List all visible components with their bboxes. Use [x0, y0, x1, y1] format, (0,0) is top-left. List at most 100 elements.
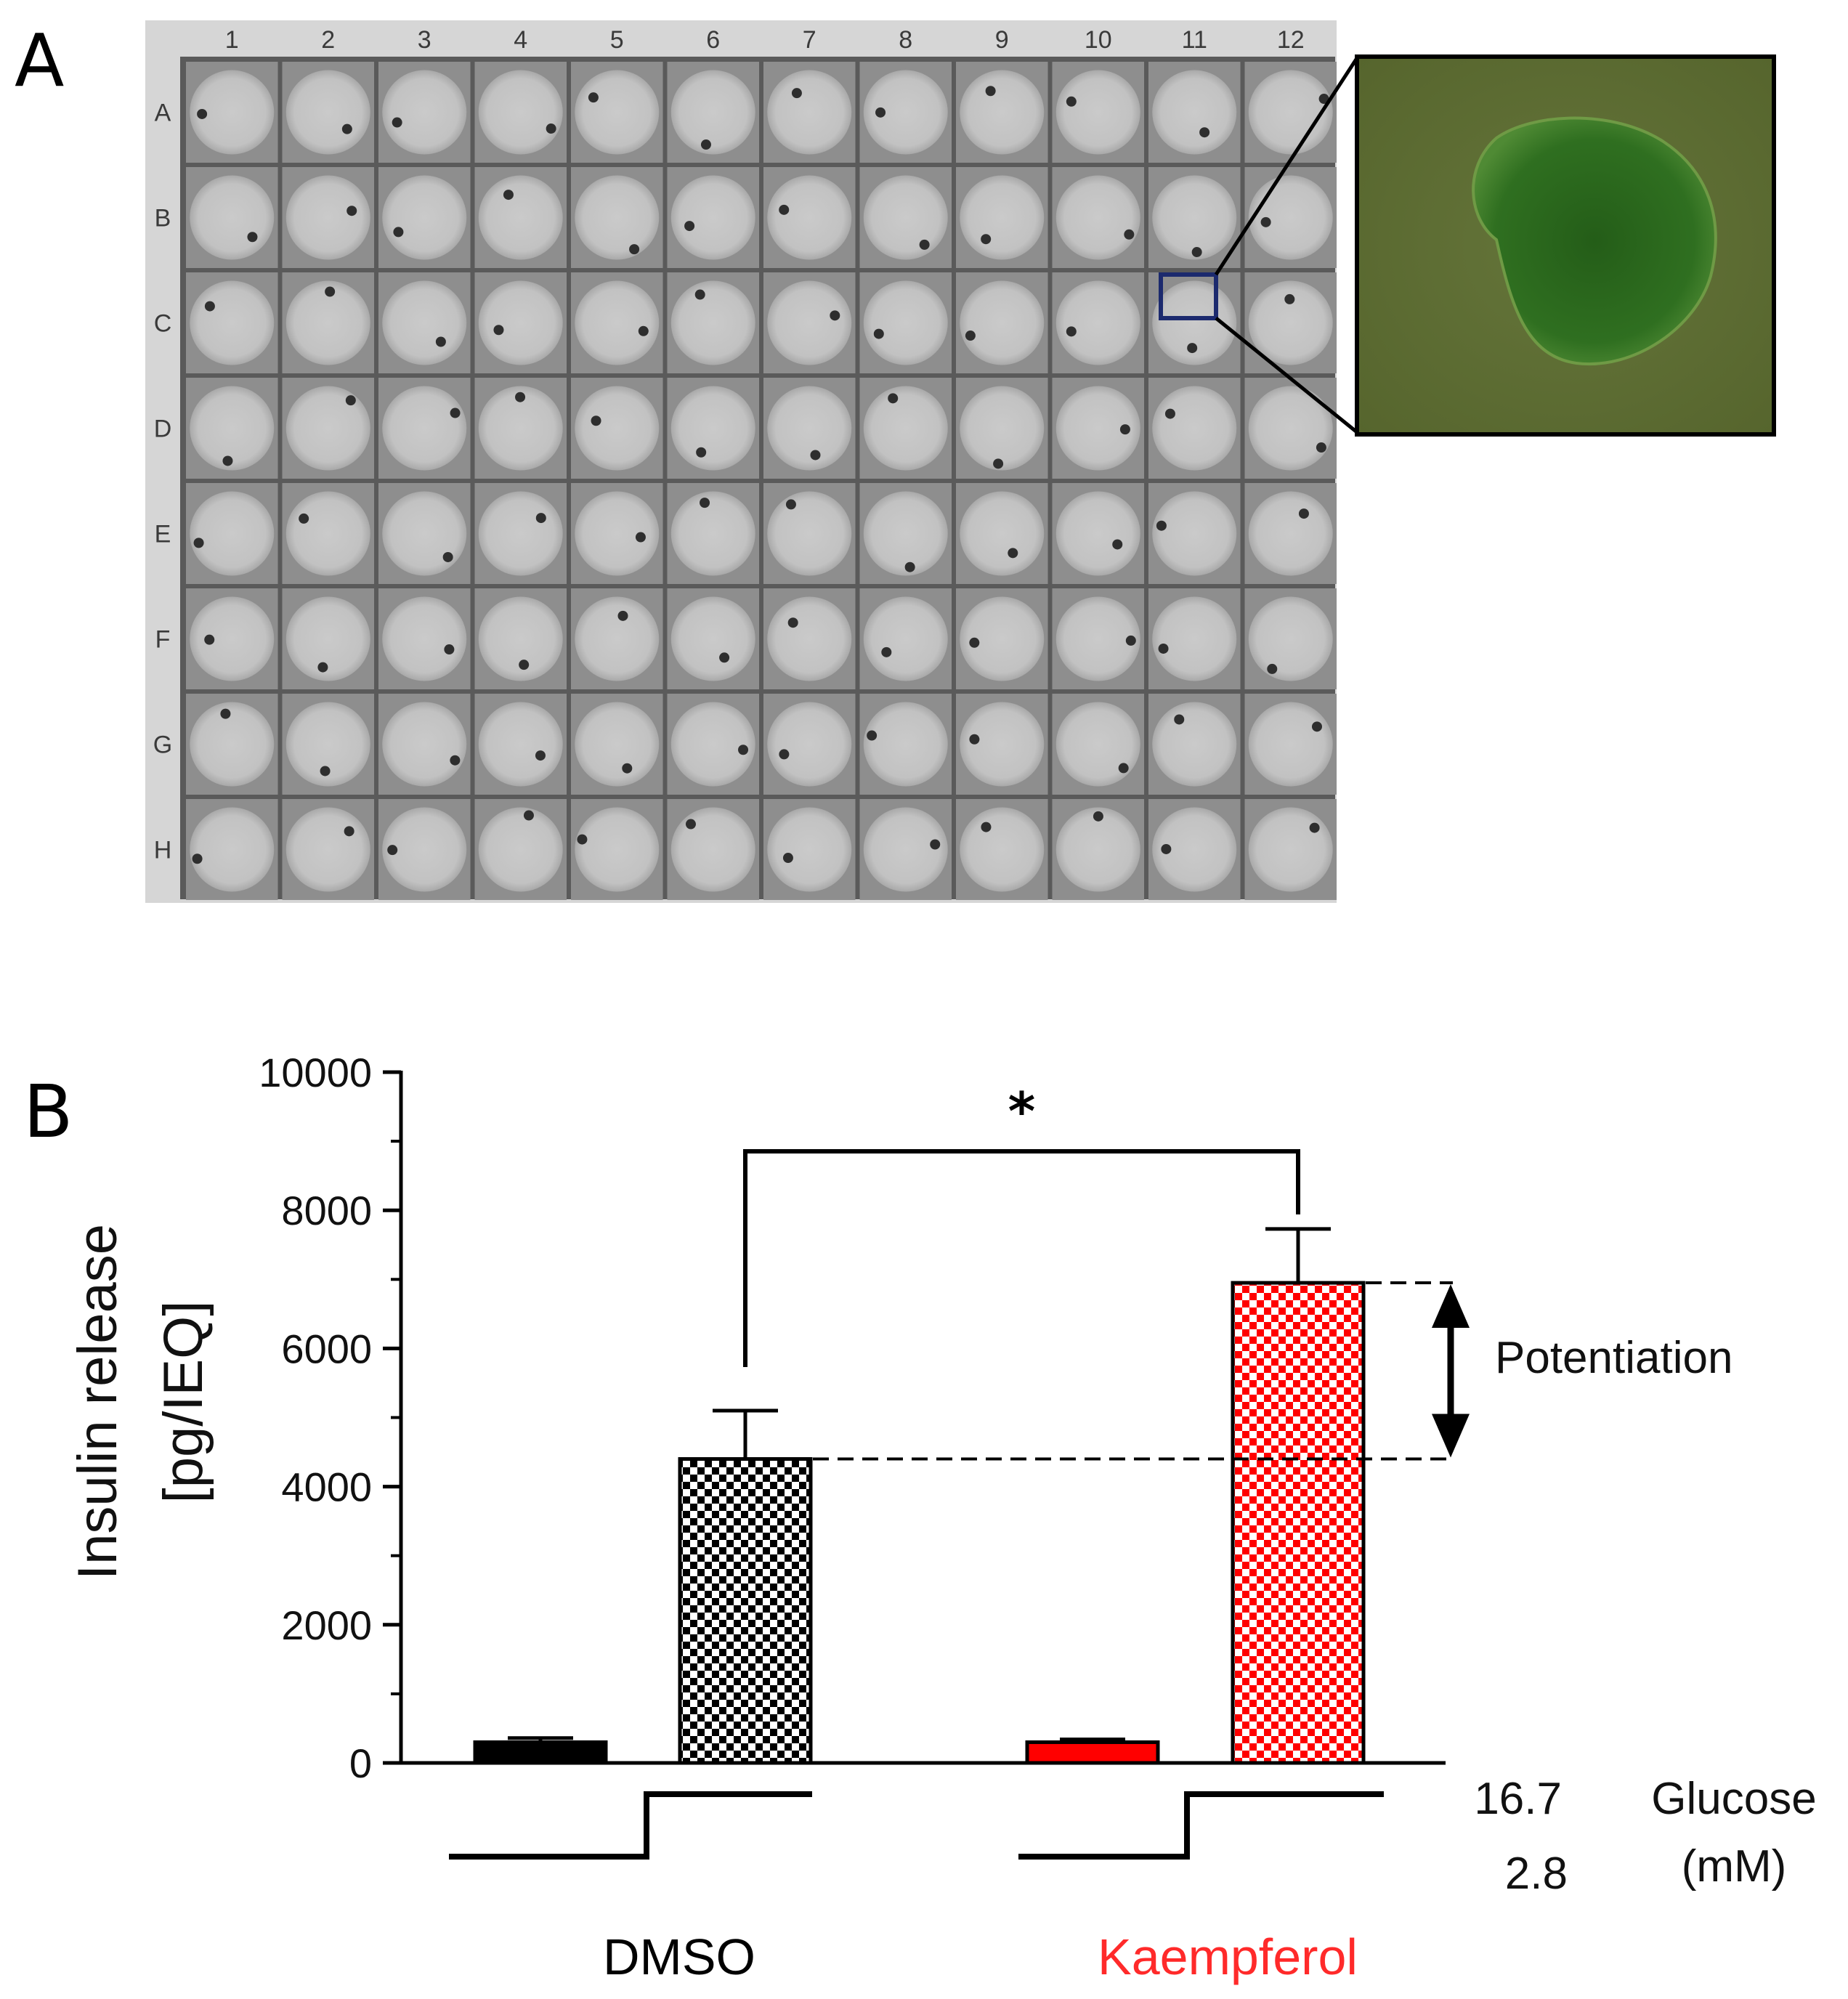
well	[571, 272, 663, 373]
well-circle	[478, 596, 563, 681]
well-circle	[670, 702, 755, 787]
islet-dot	[346, 206, 357, 216]
islet-dot	[684, 221, 695, 232]
plate-column-label: 7	[803, 26, 816, 54]
potentiation-arrow	[1432, 1284, 1470, 1458]
plate-column-label: 1	[225, 26, 239, 54]
well-circle	[1055, 175, 1140, 260]
well	[474, 588, 567, 689]
islet-dot	[919, 239, 930, 250]
well-circle	[1248, 386, 1333, 471]
well-circle	[960, 70, 1045, 155]
well-circle	[1152, 175, 1237, 260]
well-circle	[1055, 596, 1140, 681]
well	[1052, 272, 1144, 373]
islet-dot	[1316, 442, 1326, 453]
potentiation-label: Potentiation	[1495, 1333, 1732, 1383]
plate-row-label: H	[154, 837, 172, 864]
well	[282, 799, 374, 900]
well-circle	[767, 596, 852, 681]
y-tick-label: 6000	[281, 1326, 372, 1371]
well	[474, 483, 567, 584]
well	[1244, 483, 1337, 584]
islet-dot	[787, 617, 798, 628]
well	[186, 272, 278, 373]
islet-dot	[204, 634, 215, 645]
well-circle	[1152, 70, 1237, 155]
islet-dot	[622, 763, 633, 774]
islet-dot	[685, 819, 696, 830]
well	[763, 588, 856, 689]
well-circle	[478, 386, 563, 471]
well-circle	[960, 280, 1045, 365]
islet-dot	[515, 392, 526, 402]
well	[186, 694, 278, 795]
islet-dot	[873, 328, 884, 339]
islet-dot	[696, 447, 707, 458]
well-circle	[1055, 702, 1140, 787]
well-circle	[767, 386, 852, 471]
islet-dot	[617, 610, 628, 621]
well	[1244, 272, 1337, 373]
well-circle	[1152, 491, 1237, 576]
plate-row-label: B	[155, 205, 171, 232]
well	[763, 799, 856, 900]
islet-dot	[1112, 539, 1123, 550]
well-circle	[670, 280, 755, 365]
well	[667, 167, 759, 268]
well	[186, 799, 278, 900]
islet-dot	[299, 513, 309, 524]
well	[667, 694, 759, 795]
islet-dot	[535, 513, 546, 524]
well	[859, 378, 952, 479]
well	[667, 378, 759, 479]
well	[378, 272, 471, 373]
islet-dot	[638, 325, 649, 336]
islet-dot	[738, 745, 749, 755]
well-circle	[767, 491, 852, 576]
well	[763, 167, 856, 268]
islet-dot	[930, 839, 941, 850]
plate-row-label: D	[154, 415, 172, 443]
group-label: DMSO	[603, 1929, 755, 1985]
well-circle	[575, 70, 660, 155]
islet-dot	[435, 336, 446, 347]
well-circle	[767, 70, 852, 155]
well	[186, 588, 278, 689]
plate-column-label: 4	[514, 26, 527, 54]
well-circle	[863, 70, 948, 155]
insulin-release-chart: 0 2000 4000 6000 8000 10000 Insulin release […	[67, 1050, 1817, 1985]
islet-dot	[779, 204, 790, 215]
islet-dot	[981, 234, 992, 245]
islet-dot	[1118, 763, 1129, 774]
well-circle	[960, 491, 1045, 576]
bar	[1231, 1281, 1366, 1765]
islet-dot	[875, 107, 886, 118]
y-tick-label: 8000	[281, 1188, 372, 1233]
well-circle	[575, 702, 660, 787]
well	[667, 62, 759, 163]
islet-dot	[1066, 326, 1077, 337]
well-circle	[670, 491, 755, 576]
plate-column-label: 12	[1277, 26, 1305, 54]
well-circle	[670, 386, 755, 471]
islet-dot	[442, 551, 453, 562]
well-circle	[960, 596, 1045, 681]
well-circle	[863, 807, 948, 892]
islet-dot	[317, 662, 328, 673]
islet-dot	[1174, 714, 1185, 725]
well	[667, 483, 759, 584]
well	[571, 167, 663, 268]
plate-wells	[186, 62, 1337, 900]
well-circle	[285, 280, 370, 365]
islet-dot	[450, 407, 461, 418]
islet-dot	[785, 499, 796, 510]
islet-dot	[981, 822, 992, 832]
y-tick-label: 2000	[281, 1602, 372, 1648]
group-labels: DMSO Kaempferol	[603, 1929, 1358, 1985]
islet-dot	[1125, 635, 1136, 646]
well	[763, 483, 856, 584]
islet-dot	[985, 86, 996, 97]
islet-dot	[1311, 721, 1322, 732]
